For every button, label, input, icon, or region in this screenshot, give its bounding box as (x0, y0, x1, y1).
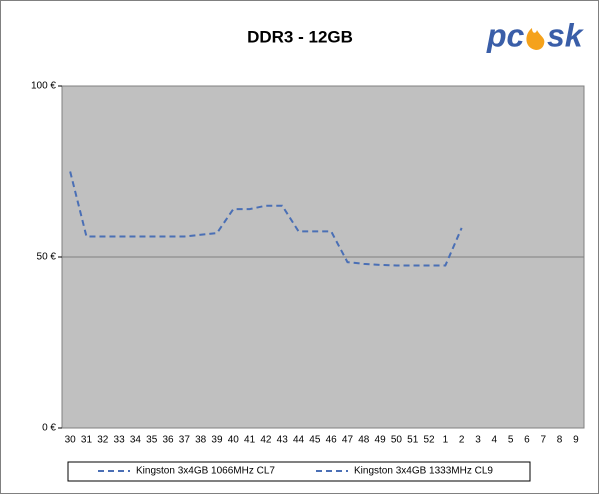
legend-label: Kingston 3x4GB 1066MHz CL7 (136, 466, 275, 477)
x-tick-label: 2 (459, 435, 465, 446)
x-tick-label: 33 (114, 435, 126, 446)
x-tick-label: 7 (540, 435, 546, 446)
legend-label: Kingston 3x4GB 1333MHz CL9 (354, 466, 493, 477)
x-tick-label: 48 (358, 435, 370, 446)
x-tick-label: 5 (508, 435, 514, 446)
chart-title: DDR3 - 12GB (247, 27, 353, 46)
x-tick-label: 35 (146, 435, 158, 446)
y-tick-label: 50 € (37, 252, 57, 263)
x-tick-label: 45 (309, 435, 321, 446)
x-tick-label: 38 (195, 435, 207, 446)
x-tick-label: 30 (65, 435, 77, 446)
x-tick-label: 36 (162, 435, 174, 446)
x-tick-label: 8 (557, 435, 563, 446)
x-tick-label: 34 (130, 435, 142, 446)
legend (67, 461, 531, 482)
x-tick-label: 32 (97, 435, 109, 446)
x-tick-label: 50 (391, 435, 403, 446)
x-tick-label: 31 (81, 435, 93, 446)
x-tick-label: 39 (211, 435, 223, 446)
x-tick-label: 47 (342, 435, 354, 446)
x-tick-label: 42 (260, 435, 272, 446)
x-tick-label: 41 (244, 435, 256, 446)
x-tick-label: 51 (407, 435, 419, 446)
logo-left: pc (486, 17, 525, 53)
x-tick-label: 46 (326, 435, 338, 446)
x-tick-label: 1 (443, 435, 449, 446)
x-tick-label: 40 (228, 435, 240, 446)
logo: pc sk (486, 17, 585, 53)
x-tick-label: 9 (573, 435, 579, 446)
x-tick-label: 44 (293, 435, 305, 446)
y-tick-label: 100 € (31, 81, 56, 92)
logo-right: sk (547, 17, 585, 53)
x-tick-label: 3 (475, 435, 481, 446)
x-tick-label: 49 (375, 435, 387, 446)
x-tick-label: 6 (524, 435, 530, 446)
x-tick-label: 43 (277, 435, 289, 446)
logo-flame (526, 28, 545, 50)
y-tick-label: 0 € (42, 423, 56, 434)
x-tick-label: 52 (423, 435, 435, 446)
x-tick-label: 37 (179, 435, 191, 446)
x-tick-label: 4 (492, 435, 498, 446)
series-line (69, 171, 463, 267)
